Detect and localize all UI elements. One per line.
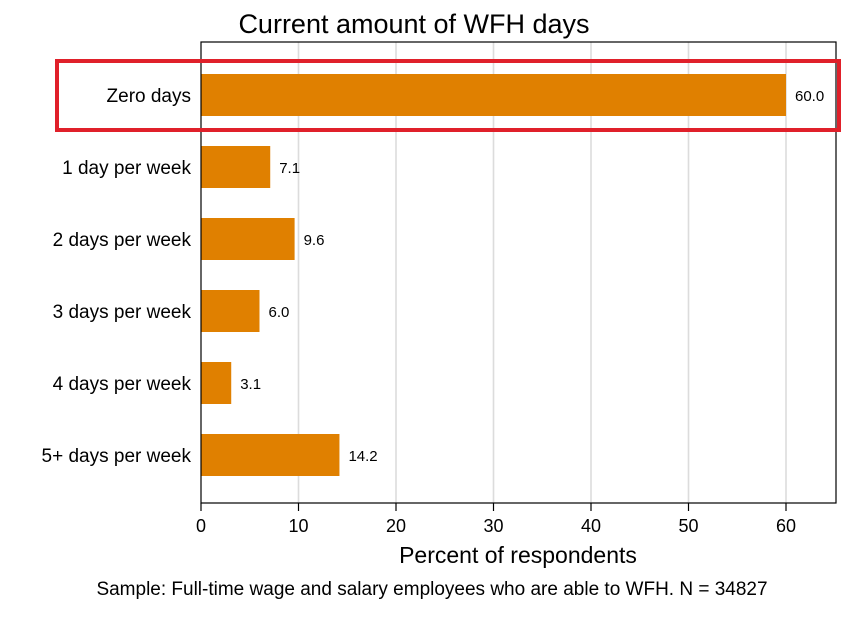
x-tick-label: 30 — [483, 516, 503, 536]
x-tick-label: 20 — [386, 516, 406, 536]
value-labels: 60.0 7.1 9.6 6.0 3.1 14.2 — [240, 88, 824, 465]
category-label: 3 days per week — [53, 302, 192, 323]
bar — [201, 74, 786, 116]
caption: Sample: Full-time wage and salary employ… — [96, 579, 767, 600]
bar — [201, 218, 295, 260]
x-tick-label: 60 — [776, 516, 796, 536]
bar — [201, 434, 340, 476]
bar-value-label: 3.1 — [240, 376, 261, 393]
bars — [201, 74, 786, 476]
x-axis-label: Percent of respondents — [399, 542, 637, 568]
x-axis-ticks: 0 10 20 30 40 50 60 — [196, 503, 796, 536]
bar-value-label: 7.1 — [279, 160, 300, 177]
bar — [201, 290, 260, 332]
category-labels: Zero days 1 day per week 2 days per week 3 … — [42, 86, 192, 467]
bar-value-label: 6.0 — [269, 304, 290, 321]
bar-value-label: 14.2 — [348, 448, 377, 465]
bar — [201, 146, 271, 188]
category-label: 4 days per week — [53, 374, 192, 395]
category-label: 2 days per week — [53, 230, 192, 251]
category-label: Zero days — [107, 86, 191, 107]
chart-title: Current amount of WFH days — [238, 9, 589, 39]
category-label: 5+ days per week — [42, 446, 192, 467]
highlight-box — [55, 59, 841, 132]
x-tick-label: 40 — [581, 516, 601, 536]
bar-value-label: 9.6 — [304, 232, 325, 249]
x-tick-label: 0 — [196, 516, 206, 536]
bar — [201, 362, 232, 404]
gridlines — [297, 42, 787, 503]
x-tick-label: 10 — [288, 516, 308, 536]
x-tick-label: 50 — [678, 516, 698, 536]
plot-frame — [200, 41, 837, 504]
bar-value-label: 60.0 — [795, 88, 824, 105]
category-label: 1 day per week — [62, 158, 191, 179]
